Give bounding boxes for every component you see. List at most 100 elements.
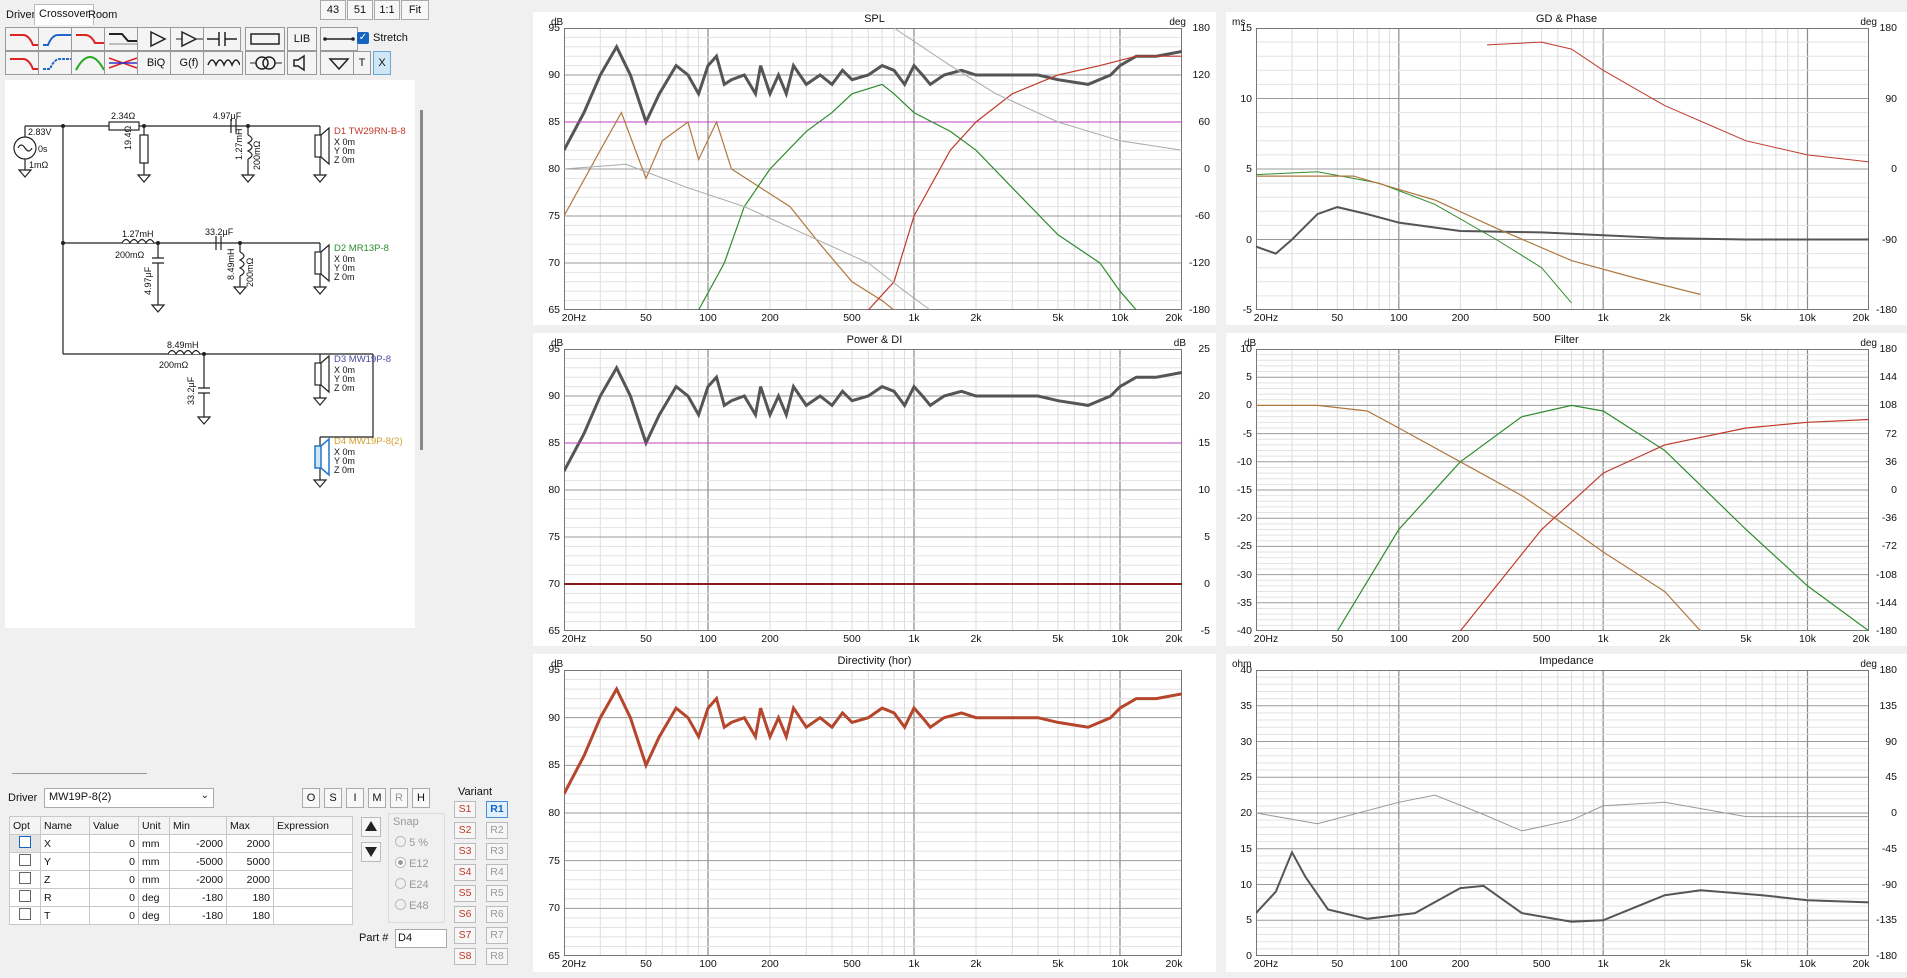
gd-phase-graph[interactable]: GD & Phase ms deg 15 10 5 0 -5 180 90 0 -90 -180 2… [1226, 12, 1907, 325]
row-value[interactable]: 0 [89, 888, 139, 907]
schematic-canvas[interactable]: 2.83V 0s 1mΩ 2.34Ω 19.4Ω 4.97μF 1.27mH 2… [5, 80, 415, 628]
row-max[interactable]: 180 [226, 906, 274, 925]
variant-s6[interactable]: S6 [454, 906, 476, 923]
filter-graph[interactable]: Filter dB deg 10 5 0 -5 -10 -15 -20 -25 -30 -35 -4… [1226, 333, 1907, 646]
variant-r5[interactable]: R5 [486, 885, 508, 902]
lowpass-filter-button[interactable] [5, 27, 43, 51]
row-name: Y [40, 852, 90, 871]
mode-button-r[interactable]: R [390, 788, 408, 808]
variant-s1[interactable]: S1 [454, 801, 476, 818]
variant-r7[interactable]: R7 [486, 927, 508, 944]
zoom-43-button[interactable]: 43 [320, 0, 346, 20]
move-down-button[interactable] [361, 842, 381, 862]
schematic-scrollbar[interactable] [420, 110, 423, 450]
x-tick-label: 20k [1852, 312, 1870, 324]
d4-x-label: X 0m [334, 447, 356, 457]
zoom-fit-button[interactable]: Fit [401, 0, 429, 20]
mode-button-o[interactable]: O [302, 788, 320, 808]
row-value[interactable]: 0 [89, 870, 139, 889]
zoom-51-button[interactable]: 51 [347, 0, 373, 20]
t-button[interactable]: T [353, 51, 371, 75]
opt-checkbox[interactable] [19, 890, 31, 902]
col-value: Value [89, 816, 139, 835]
x-tick-label: 2k [1659, 958, 1671, 970]
tab-crossover[interactable]: Crossover [34, 4, 95, 25]
tab-room[interactable]: Room [88, 9, 118, 21]
variant-s8[interactable]: S8 [454, 948, 476, 965]
row-max[interactable]: 2000 [226, 834, 274, 853]
ground-button[interactable] [320, 51, 358, 75]
x-button[interactable]: X [373, 51, 391, 75]
row-min[interactable]: -180 [169, 906, 227, 925]
tab-drivers[interactable]: Drivers [6, 9, 41, 21]
directivity-graph[interactable]: Directivity (hor) dB 95 90 85 80 75 70 65 20Hz 5… [533, 654, 1216, 972]
buffer-button[interactable] [170, 27, 208, 51]
snap-option-e48[interactable]: E48 [395, 899, 429, 912]
variant-r2[interactable]: R2 [486, 822, 508, 839]
resistor-button[interactable] [245, 27, 285, 51]
variant-r3[interactable]: R3 [486, 843, 508, 860]
snap-option-5pct[interactable]: 5 % [395, 836, 428, 849]
variant-r1[interactable]: R1 [486, 801, 508, 818]
variant-r4[interactable]: R4 [486, 864, 508, 881]
row-min[interactable]: -5000 [169, 852, 227, 871]
mode-button-h[interactable]: H [412, 788, 430, 808]
y2-tick-label: -5 [1200, 625, 1210, 637]
highpass2-filter-button[interactable] [38, 51, 76, 75]
power-di-graph[interactable]: Power & DI dB dB 95 90 85 80 75 70 65 25 20 15 10 5… [533, 333, 1216, 646]
row-max[interactable]: 2000 [226, 870, 274, 889]
row-min[interactable]: -2000 [169, 834, 227, 853]
opt-checkbox[interactable] [19, 836, 31, 848]
row-expression[interactable] [273, 906, 353, 925]
variant-s5[interactable]: S5 [454, 885, 476, 902]
variant-s7[interactable]: S7 [454, 927, 476, 944]
variant-s4[interactable]: S4 [454, 864, 476, 881]
x-tick-label: 20k [1165, 633, 1183, 645]
gf-button[interactable]: G(f) [170, 51, 208, 75]
amplifier-button[interactable] [137, 27, 175, 51]
inductor-button[interactable] [203, 51, 243, 75]
row-value[interactable]: 0 [89, 906, 139, 925]
variant-r8[interactable]: R8 [486, 948, 508, 965]
mode-button-m[interactable]: M [368, 788, 386, 808]
snap-option-e12[interactable]: E12 [395, 857, 429, 870]
row-max[interactable]: 180 [226, 888, 274, 907]
variant-s3[interactable]: S3 [454, 843, 476, 860]
wire-button[interactable] [320, 27, 358, 51]
highpass-filter-button[interactable] [38, 27, 76, 51]
library-button[interactable]: LIB [287, 27, 317, 51]
row-min[interactable]: -180 [169, 888, 227, 907]
shelf-filter-button[interactable] [104, 27, 142, 51]
row-expression[interactable] [273, 852, 353, 871]
part-input[interactable]: D4 [395, 929, 447, 948]
row-expression[interactable] [273, 870, 353, 889]
lowpass2-filter-button[interactable] [5, 51, 43, 75]
impedance-graph[interactable]: Impedance ohm deg 40 35 30 25 20 15 10 5 0 180 135… [1226, 654, 1907, 972]
capacitor-button[interactable] [203, 27, 241, 51]
mode-button-s[interactable]: S [324, 788, 342, 808]
row-value[interactable]: 0 [89, 852, 139, 871]
snap-option-e24[interactable]: E24 [395, 878, 429, 891]
row-min[interactable]: -2000 [169, 870, 227, 889]
stretch-checkbox[interactable]: ✓ [357, 32, 369, 44]
opt-checkbox[interactable] [19, 908, 31, 920]
mode-button-i[interactable]: I [346, 788, 364, 808]
row-expression[interactable] [273, 834, 353, 853]
driver-select[interactable]: MW19P-8(2) ⌄ [44, 788, 214, 808]
move-up-button[interactable] [361, 817, 381, 837]
y2-tick-label: 45 [1885, 771, 1897, 784]
opt-checkbox[interactable] [19, 854, 31, 866]
y-tick-label: 5 [1246, 163, 1252, 175]
spl-graph[interactable]: SPL dB deg 95 90 85 80 75 70 65 180 120 60 0 -60 -12… [533, 12, 1216, 325]
zoom-1-1-button[interactable]: 1:1 [374, 0, 400, 20]
bandpass-icon [76, 34, 104, 44]
row-expression[interactable] [273, 888, 353, 907]
variant-r6[interactable]: R6 [486, 906, 508, 923]
opt-checkbox[interactable] [19, 872, 31, 884]
row-value[interactable]: 0 [89, 834, 139, 853]
transformer-button[interactable] [245, 51, 285, 75]
row-max[interactable]: 5000 [226, 852, 274, 871]
variant-s2[interactable]: S2 [454, 822, 476, 839]
speaker-button[interactable] [287, 51, 317, 75]
notch-filter-button[interactable] [104, 51, 142, 75]
